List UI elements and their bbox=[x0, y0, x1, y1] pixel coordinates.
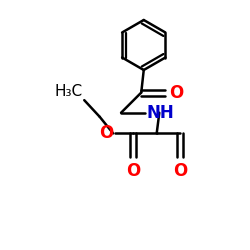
Text: O: O bbox=[126, 162, 140, 180]
Text: O: O bbox=[99, 124, 113, 142]
Text: NH: NH bbox=[147, 104, 174, 122]
Text: O: O bbox=[169, 84, 183, 102]
Text: O: O bbox=[173, 162, 188, 180]
Text: H₃C: H₃C bbox=[55, 84, 83, 99]
